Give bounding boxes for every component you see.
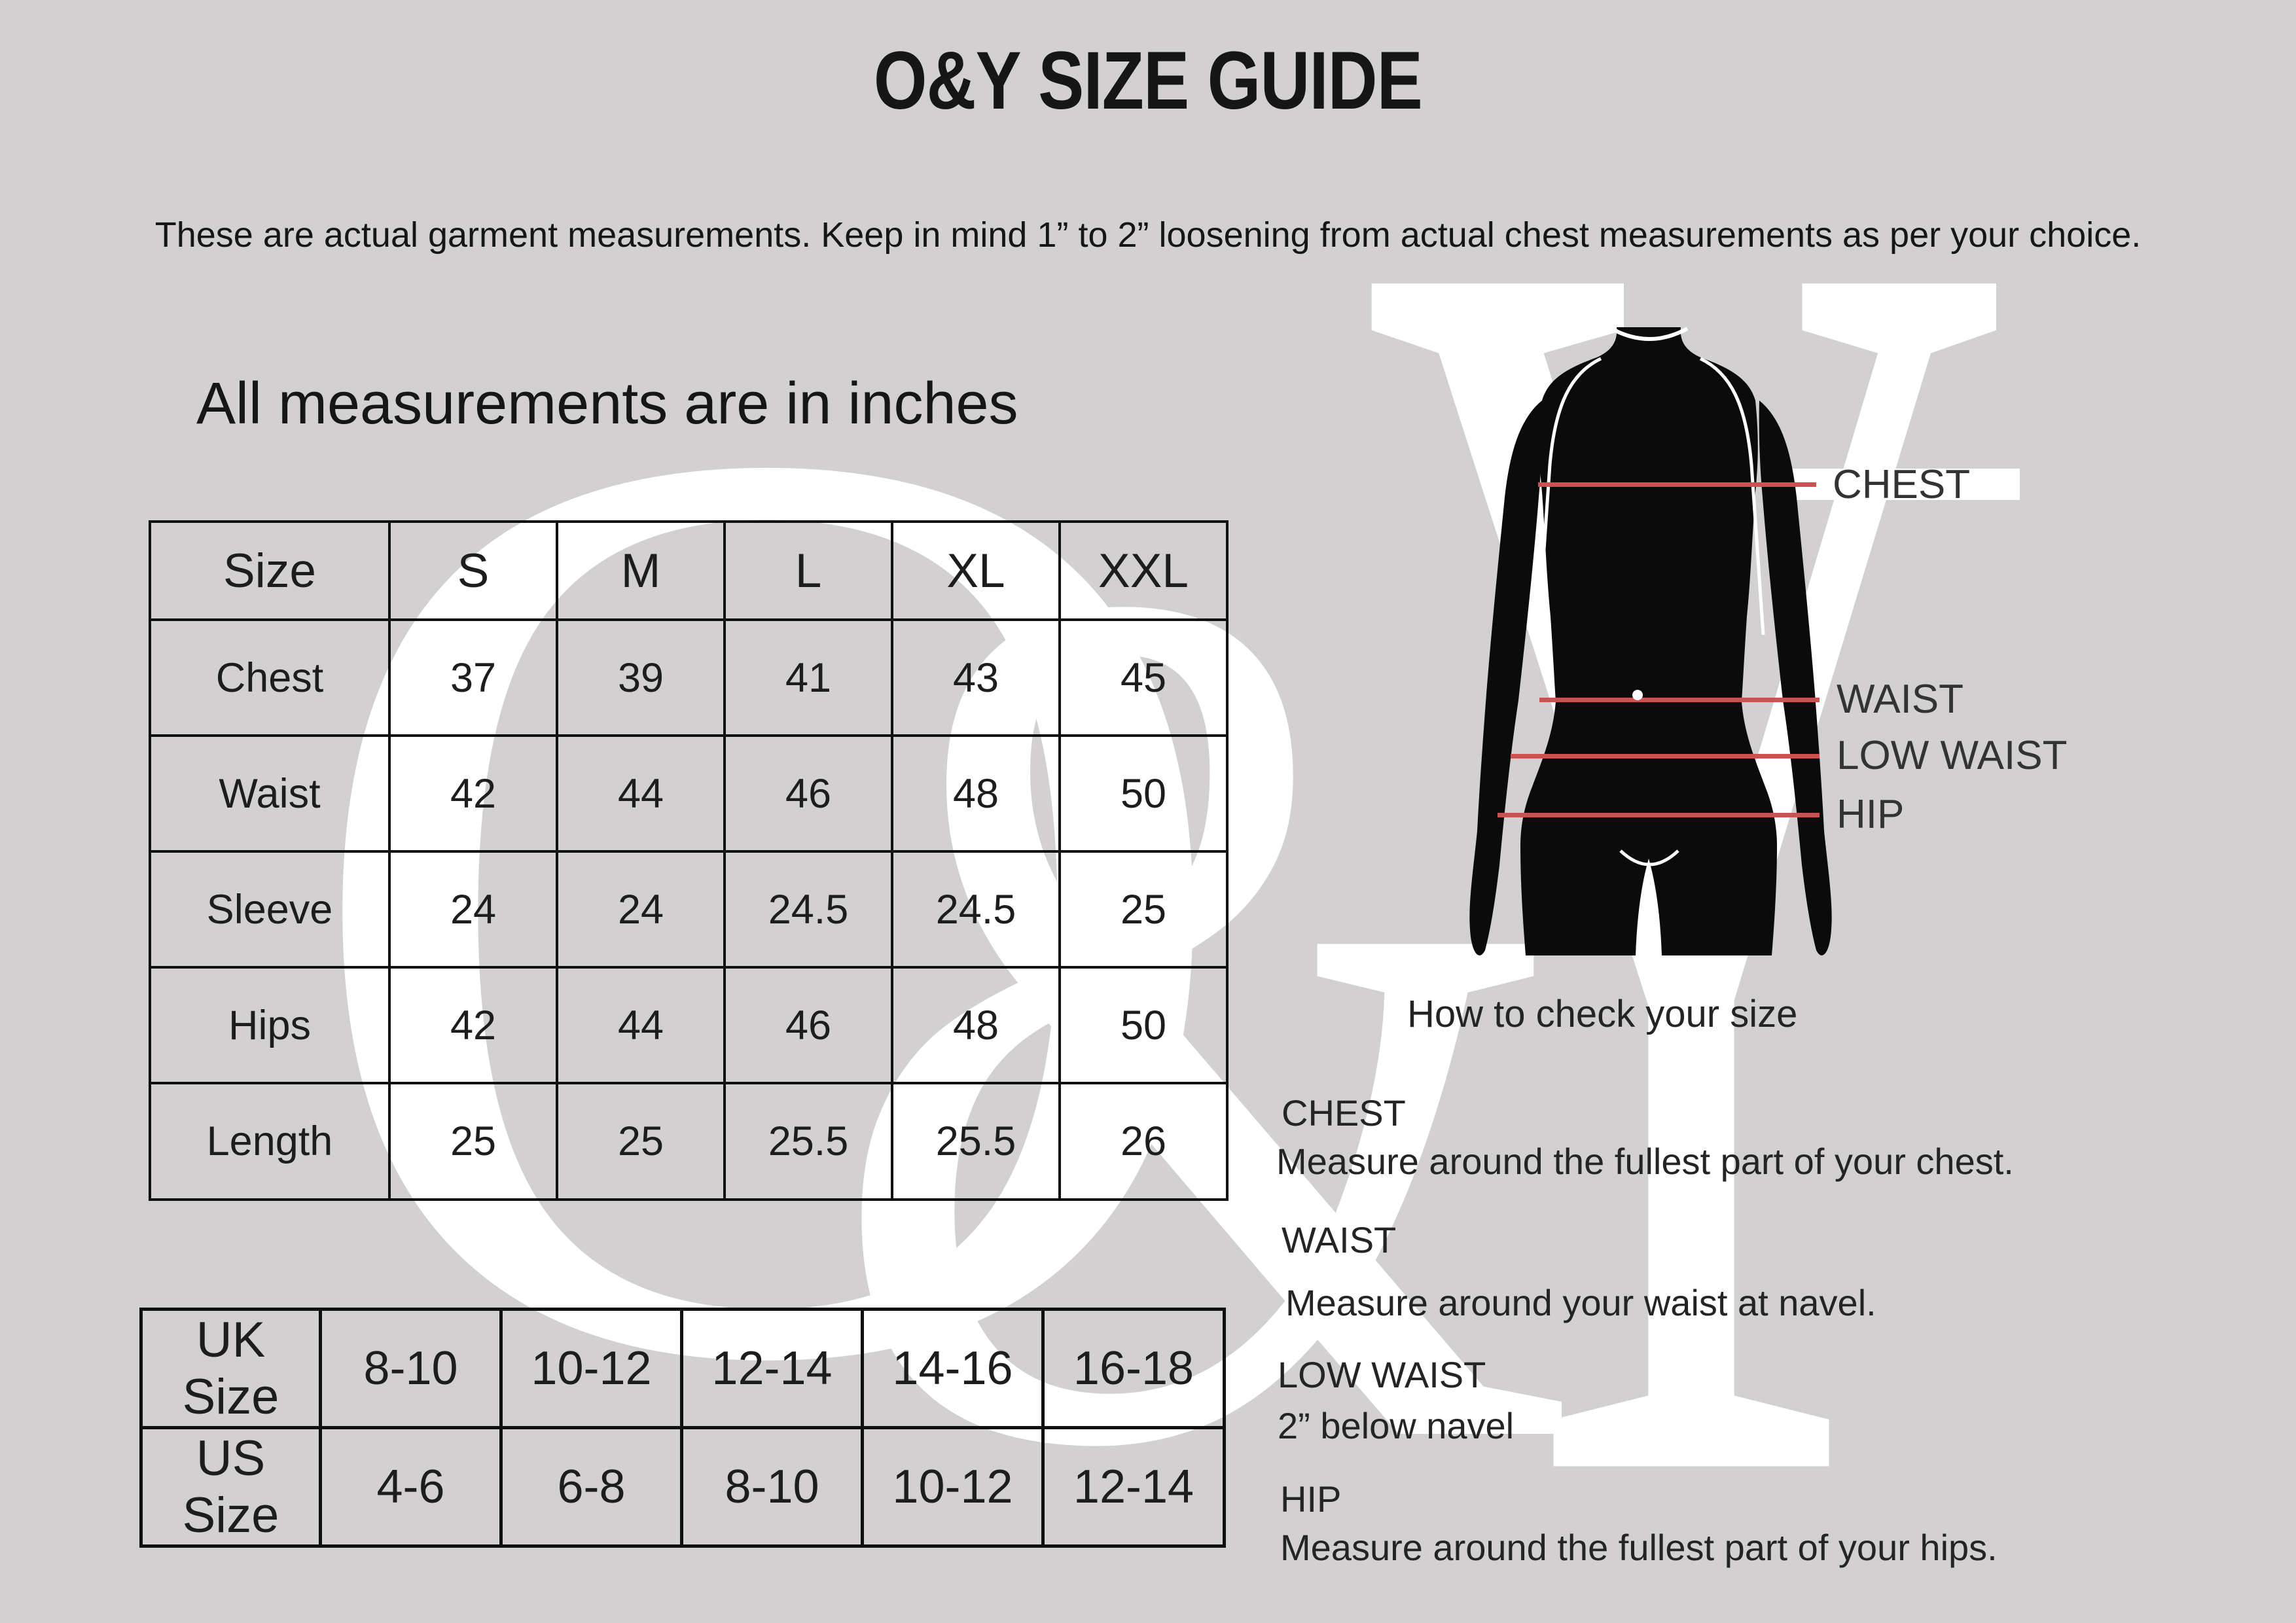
row-label: Hips	[149, 966, 391, 1084]
cell: 43	[891, 618, 1061, 737]
cell: 48	[891, 734, 1061, 853]
cell: 16-18	[1041, 1308, 1226, 1429]
table-row: Length 25 25 25.5 25.5 26	[149, 1082, 1229, 1201]
cell: 10-12	[861, 1426, 1045, 1548]
cell: 45	[1058, 618, 1229, 737]
guide-desc-low-waist: 2” below navel	[1278, 1405, 1515, 1446]
guide-term-low-waist: LOW WAIST	[1278, 1354, 1486, 1395]
collar-seam	[1610, 327, 1689, 341]
row-label: Chest	[149, 618, 391, 737]
figure-label-chest: CHEST	[1833, 462, 1971, 507]
col-header: L	[723, 520, 893, 621]
col-header: XL	[891, 520, 1061, 621]
cell: 46	[723, 734, 893, 853]
page-title: O&Y SIZE GUIDE	[873, 35, 1423, 126]
guide-heading: How to check your size	[1407, 993, 1798, 1035]
table-row: UK Size 8-10 10-12 12-14 14-16 16-18	[139, 1308, 1226, 1429]
cell: 25.5	[723, 1082, 893, 1201]
cell: 8-10	[680, 1426, 864, 1548]
cell: 26	[1058, 1082, 1229, 1201]
cell: 48	[891, 966, 1061, 1084]
cell: 37	[388, 618, 558, 737]
table-row: US Size 4-6 6-8 8-10 10-12 12-14	[139, 1426, 1226, 1548]
guide-term-hip: HIP	[1280, 1478, 1342, 1520]
col-header: Size	[149, 520, 391, 621]
guide-desc-chest: Measure around the fullest part of your …	[1276, 1141, 2014, 1182]
navel-dot	[1632, 690, 1643, 700]
subtitle-note: These are actual garment measurements. K…	[154, 215, 2142, 255]
low-waist-measure-line	[1511, 754, 1820, 758]
row-label: Length	[149, 1082, 391, 1201]
guide-desc-hip: Measure around the fullest part of your …	[1280, 1527, 1998, 1568]
hip-measure-line	[1498, 813, 1820, 817]
cell: 24	[388, 850, 558, 969]
table-row: Sleeve 24 24 24.5 24.5 25	[149, 850, 1229, 969]
col-header: XXL	[1058, 520, 1229, 621]
col-header: S	[388, 520, 558, 621]
table-row: Size S M L XL XXL	[149, 520, 1229, 621]
left-arm-shape	[1469, 401, 1543, 955]
right-shoulder-seam	[1699, 357, 1765, 635]
torso-shape	[1520, 327, 1777, 955]
cell: 25.5	[891, 1082, 1061, 1201]
row-label: US Size	[139, 1426, 322, 1548]
guide-desc-waist: Measure around your waist at navel.	[1285, 1282, 1876, 1323]
measurements-table: Size S M L XL XXL Chest 37 39 41 43 45 W…	[149, 520, 1229, 1201]
body-silhouette	[1469, 327, 1832, 955]
guide-term-chest: CHEST	[1282, 1092, 1406, 1133]
cell: 25	[1058, 850, 1229, 969]
figure-label-low-waist: LOW WAIST	[1837, 733, 2068, 778]
row-label: Sleeve	[149, 850, 391, 969]
table-row: Waist 42 44 46 48 50	[149, 734, 1229, 853]
size-conversion-table: UK Size 8-10 10-12 12-14 14-16 16-18 US …	[139, 1308, 1226, 1548]
page-title-wrap: O&Y SIZE GUIDE	[0, 34, 2296, 128]
row-label: Waist	[149, 734, 391, 853]
cell: 42	[388, 966, 558, 1084]
left-shoulder-seam	[1536, 357, 1602, 635]
cell: 24.5	[891, 850, 1061, 969]
cell: 44	[556, 734, 726, 853]
cell: 10-12	[499, 1308, 683, 1429]
cell: 39	[556, 618, 726, 737]
figure-label-hip: HIP	[1837, 792, 1905, 837]
cell: 24.5	[723, 850, 893, 969]
col-header: M	[556, 520, 726, 621]
cell: 14-16	[861, 1308, 1045, 1429]
chest-measure-line	[1538, 482, 1816, 487]
hip-seam	[1619, 849, 1679, 866]
cell: 24	[556, 850, 726, 969]
waist-measure-line	[1539, 698, 1820, 702]
cell: 25	[556, 1082, 726, 1201]
table-row: Hips 42 44 46 48 50	[149, 966, 1229, 1084]
cell: 46	[723, 966, 893, 1084]
cell: 4-6	[319, 1426, 503, 1548]
units-note: All measurements are in inches	[196, 371, 1018, 437]
cell: 12-14	[1041, 1426, 1226, 1548]
guide-term-waist: WAIST	[1282, 1219, 1397, 1260]
cell: 42	[388, 734, 558, 853]
cell: 8-10	[319, 1308, 503, 1429]
cell: 41	[723, 618, 893, 737]
table-row: Chest 37 39 41 43 45	[149, 618, 1229, 737]
cell: 6-8	[499, 1426, 683, 1548]
cell: 50	[1058, 734, 1229, 853]
cell: 50	[1058, 966, 1229, 1084]
cell: 12-14	[680, 1308, 864, 1429]
cell: 44	[556, 966, 726, 1084]
figure-label-waist: WAIST	[1837, 677, 1964, 722]
cell: 25	[388, 1082, 558, 1201]
row-label: UK Size	[139, 1308, 322, 1429]
